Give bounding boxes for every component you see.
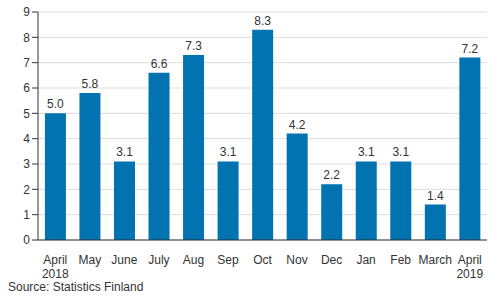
svg-text:Aug: Aug: [183, 253, 204, 267]
svg-text:3.1: 3.1: [392, 145, 409, 159]
svg-text:3.1: 3.1: [116, 145, 133, 159]
svg-text:April2019: April2019: [456, 253, 483, 281]
svg-text:3.1: 3.1: [220, 145, 237, 159]
svg-text:May: May: [78, 253, 101, 267]
svg-text:6.6: 6.6: [151, 57, 168, 71]
svg-text:5: 5: [23, 107, 30, 121]
svg-text:Sep: Sep: [217, 253, 239, 267]
svg-text:July: July: [148, 253, 169, 267]
svg-text:2.2: 2.2: [323, 168, 340, 182]
html-text:Source: Statistics Finland: Source: Statistics Finland: [8, 280, 144, 294]
svg-text:2: 2: [23, 183, 30, 197]
svg-text:4: 4: [23, 132, 30, 146]
svg-text:Nov: Nov: [286, 253, 307, 267]
svg-text:7.3: 7.3: [185, 39, 202, 53]
svg-text:Jan: Jan: [356, 253, 375, 267]
svg-text:4.2: 4.2: [289, 118, 306, 132]
svg-text:5.8: 5.8: [82, 77, 99, 91]
svg-text:7.2: 7.2: [462, 42, 479, 56]
svg-text:7: 7: [23, 56, 30, 70]
svg-text:Feb: Feb: [390, 253, 411, 267]
svg-text:Dec: Dec: [321, 253, 342, 267]
svg-text:9: 9: [23, 5, 30, 19]
svg-text:3.1: 3.1: [358, 145, 375, 159]
svg-text:5.0: 5.0: [47, 97, 64, 111]
svg-text:0: 0: [23, 233, 30, 247]
svg-text:8: 8: [23, 31, 30, 45]
svg-text:April2018: April2018: [42, 253, 69, 281]
svg-text:June: June: [111, 253, 137, 267]
svg-text:8.3: 8.3: [254, 14, 271, 28]
svg-text:1: 1: [23, 208, 30, 222]
svg-text:March: March: [419, 253, 452, 267]
svg-text:6: 6: [23, 81, 30, 95]
svg-text:3: 3: [23, 157, 30, 171]
svg-text:Oct: Oct: [253, 253, 272, 267]
svg-text:1.4: 1.4: [427, 189, 444, 203]
